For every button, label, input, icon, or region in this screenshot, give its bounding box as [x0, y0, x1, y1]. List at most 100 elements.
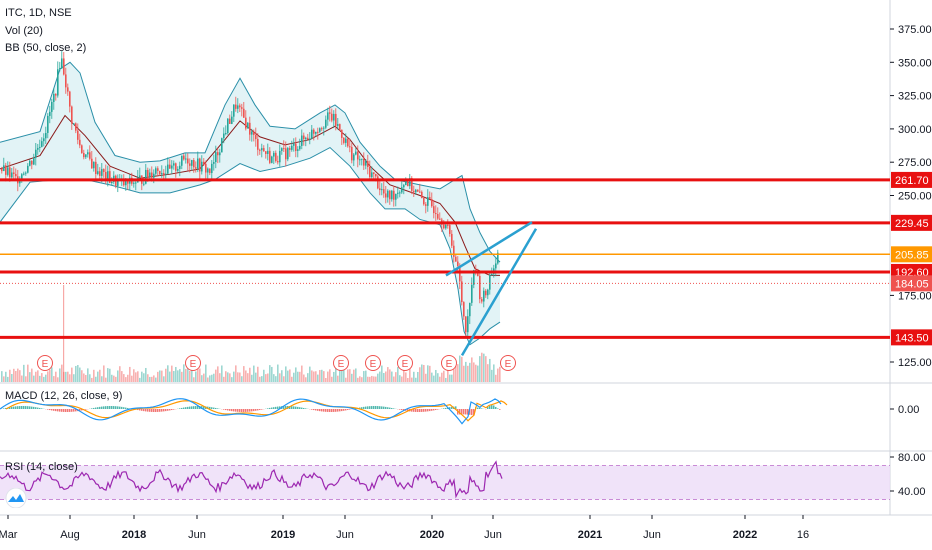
volume-bar	[199, 368, 201, 382]
candle-body	[233, 104, 235, 117]
candle-body	[15, 173, 17, 177]
macd-histogram-bar	[449, 407, 451, 409]
candle-body	[1, 168, 3, 172]
candle-body	[455, 256, 457, 262]
volume-bar	[277, 364, 279, 382]
candle-body	[429, 197, 431, 200]
volume-bar	[29, 372, 31, 382]
volume-bar	[369, 376, 371, 382]
candle-body	[197, 158, 199, 169]
macd-histogram-bar	[261, 409, 263, 410]
candle-body	[265, 151, 267, 154]
candle-body	[5, 165, 7, 175]
macd-histogram-bar	[355, 408, 357, 409]
volume-bar	[495, 374, 497, 382]
volume-bar	[309, 366, 311, 382]
volume-bar	[481, 352, 483, 382]
volume-bar	[265, 374, 267, 382]
candle-body	[479, 275, 481, 300]
volume-bar	[315, 371, 317, 382]
macd-histogram-bar	[369, 406, 371, 409]
macd-histogram-bar	[69, 409, 71, 412]
candle-body	[195, 167, 197, 169]
macd-histogram-bar	[189, 406, 191, 409]
macd-histogram-bar	[249, 409, 251, 412]
price-tick-label: 325.00	[898, 91, 932, 103]
macd-histogram-bar	[91, 408, 93, 409]
earnings-marker-icon	[397, 355, 413, 371]
macd-histogram-bar	[493, 405, 495, 409]
candle-body	[439, 218, 441, 220]
candle-body	[485, 290, 487, 296]
candle-body	[427, 197, 429, 206]
candle-body	[3, 165, 5, 172]
volume-bar	[471, 357, 473, 382]
volume-bar	[333, 371, 335, 382]
macd-histogram-bar	[73, 409, 75, 412]
volume-bar	[411, 377, 413, 382]
volume-bar	[105, 377, 107, 382]
volume-bar	[69, 374, 71, 382]
macd-histogram-bar	[147, 409, 149, 412]
macd-histogram-bar	[389, 407, 391, 409]
macd-histogram-bar	[97, 407, 99, 409]
volume-bar	[379, 371, 381, 382]
macd-histogram-bar	[55, 409, 57, 412]
volume-bar	[487, 364, 489, 382]
macd-histogram-bar	[63, 409, 65, 412]
volume-bar	[143, 373, 145, 382]
candle-body	[259, 149, 261, 151]
macd-histogram-bar	[311, 409, 313, 410]
candle-body	[469, 302, 471, 317]
volume-bar	[61, 364, 63, 382]
volume-bar	[323, 371, 325, 382]
rsi-band	[0, 465, 890, 500]
candle-body	[33, 157, 35, 165]
macd-histogram-bar	[79, 409, 81, 411]
volume-bar	[177, 370, 179, 382]
macd-histogram-bar	[255, 409, 257, 411]
candle-body	[189, 163, 191, 166]
candle-body	[61, 58, 63, 69]
time-tick-label: Jun	[336, 529, 354, 541]
candle-body	[31, 160, 33, 165]
candle-body	[231, 116, 233, 124]
macd-histogram-bar	[313, 409, 315, 411]
macd-histogram-bar	[301, 407, 303, 409]
macd-histogram-bar	[233, 409, 235, 412]
candle-body	[273, 152, 275, 157]
volume-bar	[433, 375, 435, 382]
macd-histogram-bar	[85, 409, 87, 410]
level-tag	[891, 246, 932, 263]
candle-body	[41, 141, 43, 147]
macd-histogram-bar	[125, 407, 127, 409]
candle-body	[77, 130, 79, 140]
level-tag	[891, 275, 932, 292]
macd-histogram-bar	[333, 409, 335, 412]
macd-histogram-bar	[379, 406, 381, 409]
volume-bar	[313, 371, 315, 382]
candle-body	[373, 172, 375, 174]
volume-bar	[367, 376, 369, 382]
candle-body	[203, 161, 205, 164]
macd-histogram-bar	[119, 406, 121, 409]
candle-body	[315, 131, 317, 134]
candle-body	[319, 128, 321, 132]
candle-body	[345, 138, 347, 143]
volume-bar	[79, 367, 81, 382]
candle-body	[149, 172, 151, 177]
volume-bar	[153, 375, 155, 382]
macd-histogram-bar	[421, 409, 423, 412]
candle-body	[255, 134, 257, 140]
macd-label: MACD (12, 26, close, 9)	[5, 390, 123, 402]
macd-histogram-bar	[95, 407, 97, 409]
candle-body	[67, 87, 69, 92]
volume-bar	[297, 371, 299, 382]
volume-bar	[427, 365, 429, 382]
candle-body	[153, 173, 155, 178]
volume-bar	[71, 367, 73, 382]
macd-histogram-bar	[239, 409, 241, 412]
volume-bar	[257, 366, 259, 382]
volume-bar	[423, 364, 425, 382]
